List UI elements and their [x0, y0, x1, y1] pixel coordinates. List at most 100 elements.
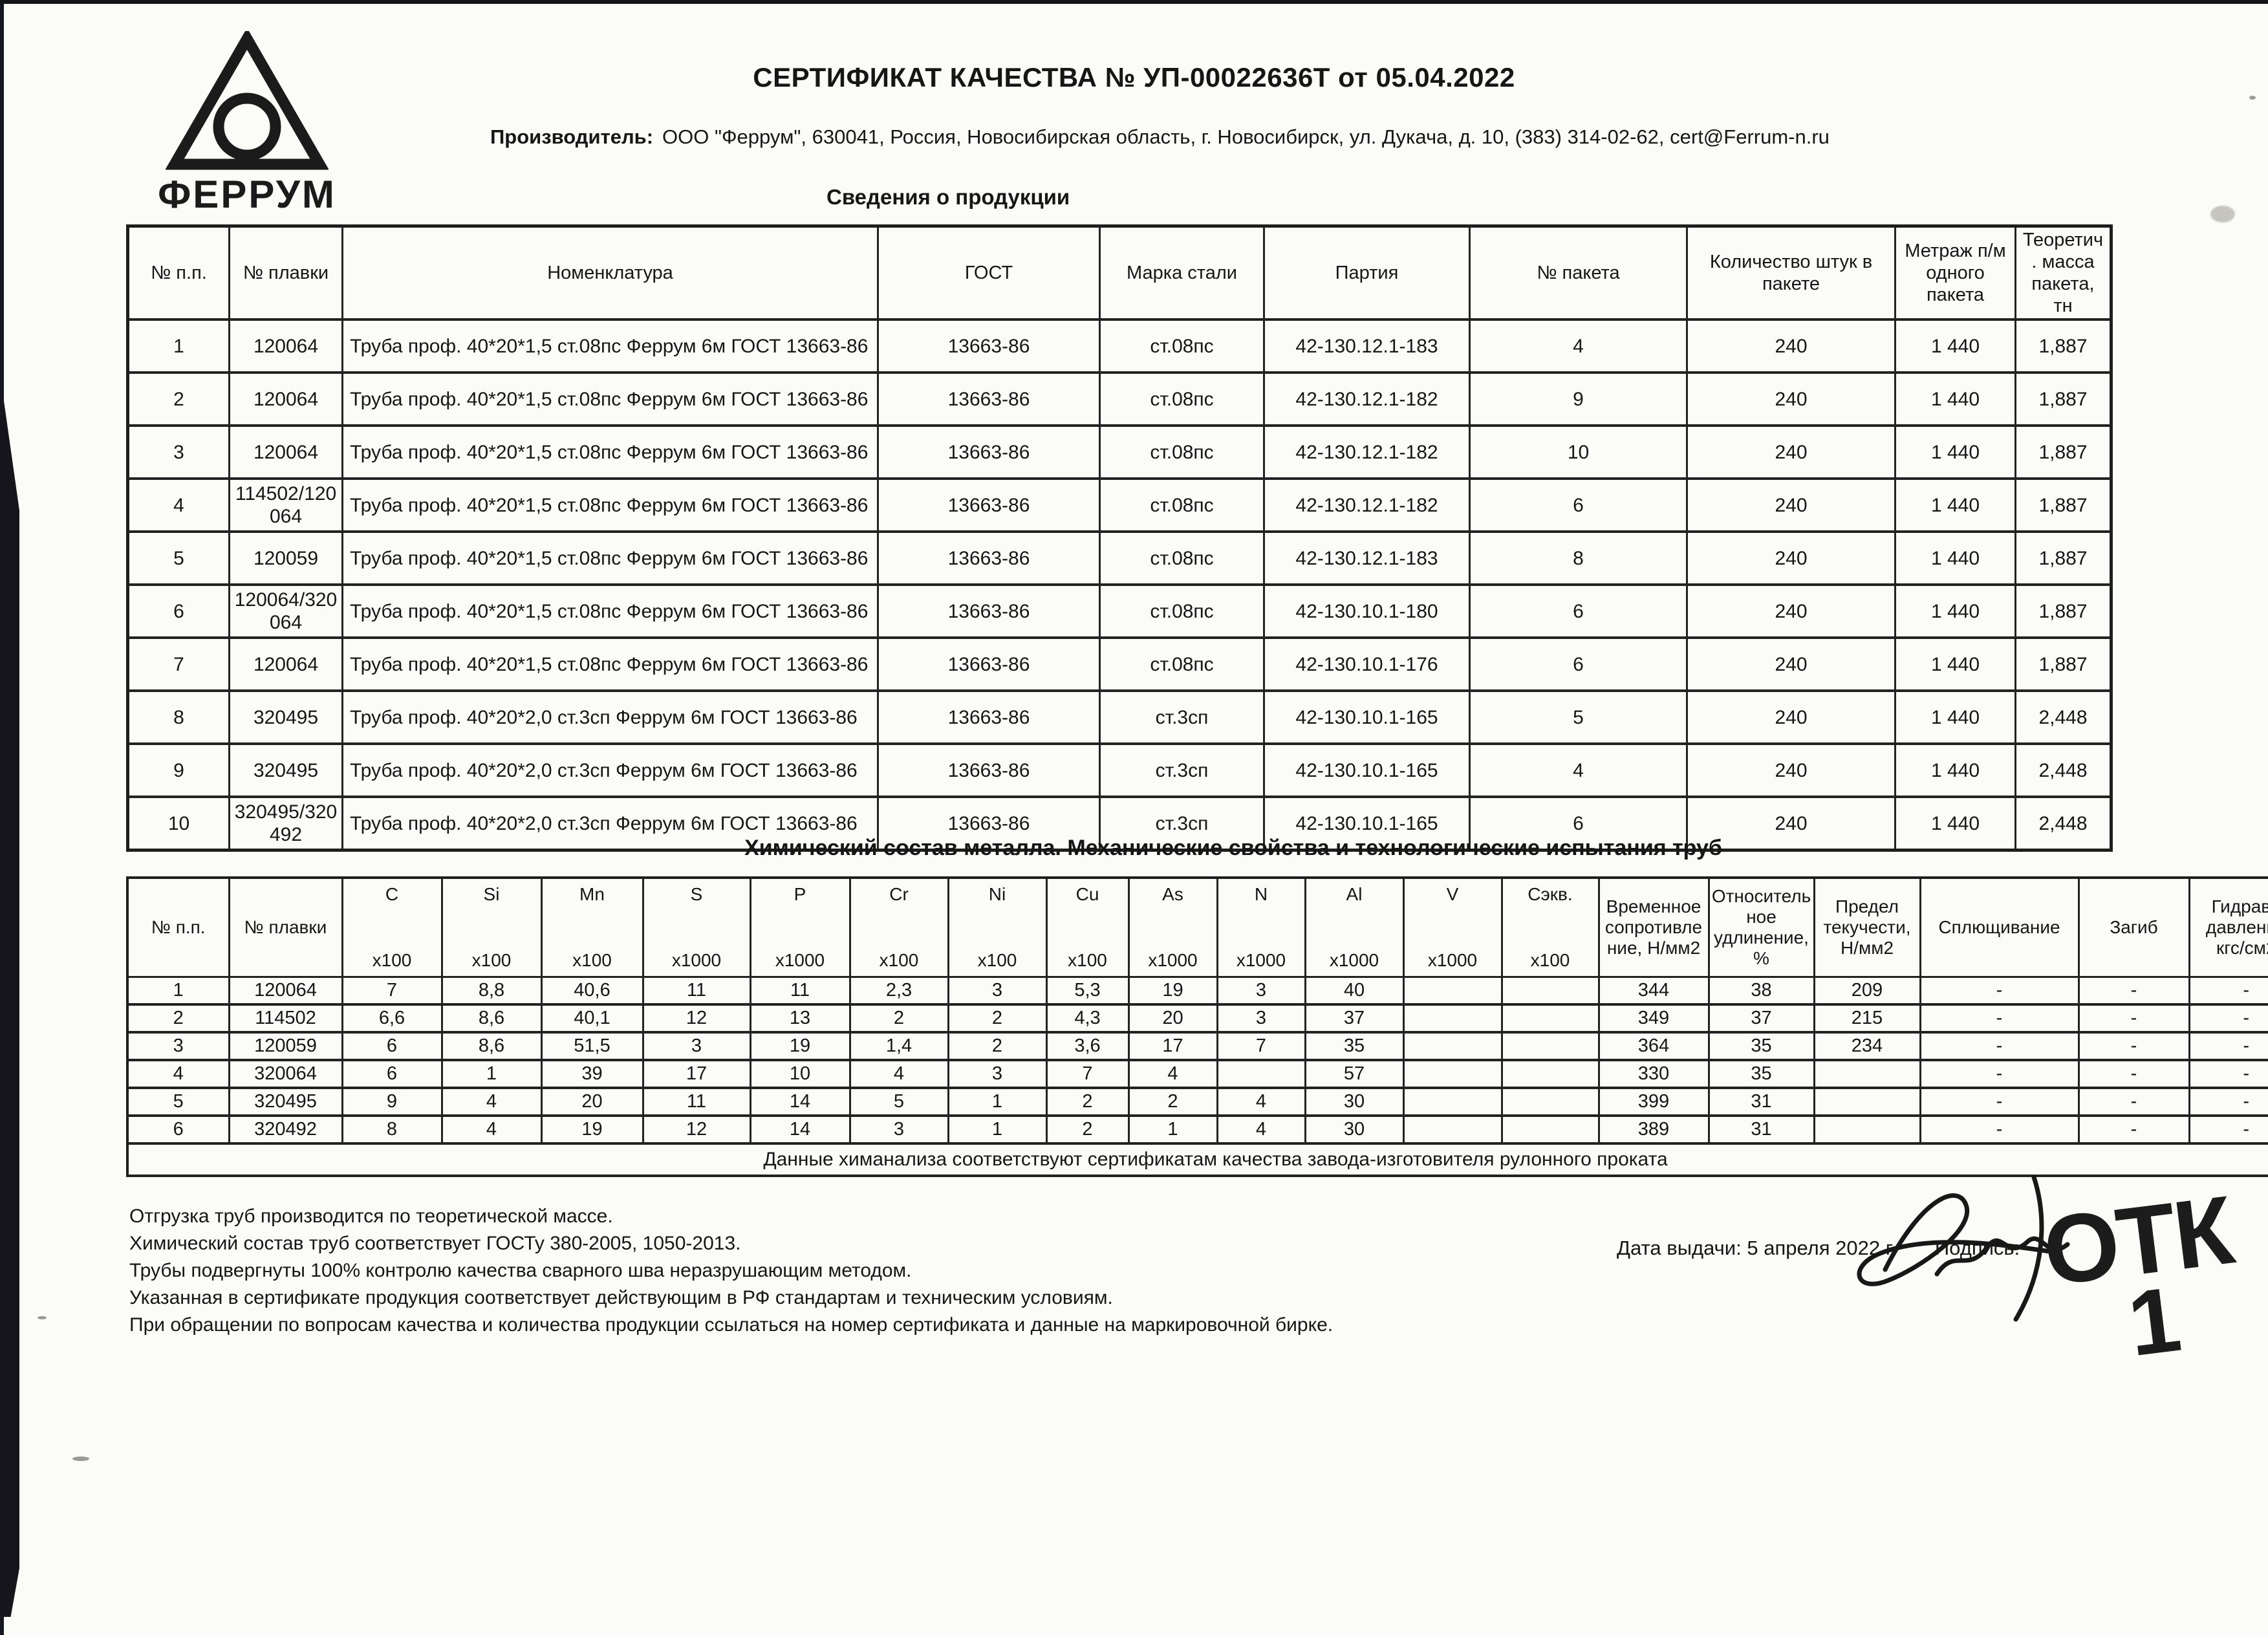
- cell: 35: [1304, 1031, 1405, 1061]
- cell: 20: [1127, 1003, 1218, 1034]
- cell: 330: [1597, 1059, 1710, 1089]
- cell: 3: [947, 976, 1048, 1006]
- cell: 31: [1707, 1087, 1815, 1117]
- cell: 120064: [228, 636, 343, 692]
- cell: ст.08пс: [1099, 636, 1265, 692]
- cell: 40: [1304, 976, 1405, 1006]
- products-table: № п.п. № плавки Номенклатура ГОСТ Марка стал…: [126, 224, 2113, 852]
- cell: ст.08пс: [1099, 371, 1265, 427]
- cell: 120064: [228, 976, 343, 1006]
- cell: 114502: [228, 1003, 343, 1034]
- cell: 2: [947, 1031, 1048, 1061]
- cell: 1 440: [1894, 742, 2016, 798]
- cell: 9: [1469, 371, 1688, 427]
- cell: 14: [749, 1114, 851, 1145]
- cell: 13663-86: [877, 689, 1101, 745]
- products-table-title: Сведения о продукции: [826, 185, 1070, 209]
- cell: 11: [642, 1087, 751, 1117]
- cell: [1402, 976, 1503, 1006]
- cell: 4: [1127, 1059, 1218, 1089]
- cell: Труба проф. 40*20*1,5 ст.08пс Феррум 6м …: [341, 424, 879, 480]
- cell: 1,4: [848, 1031, 949, 1061]
- cell: 320495: [228, 1087, 343, 1117]
- cell: 11: [749, 976, 851, 1006]
- cell: 120059: [228, 1031, 343, 1061]
- cell: 9: [341, 1087, 443, 1117]
- column-header: Сэкв. х100: [1500, 876, 1600, 978]
- cell: -: [2188, 1114, 2268, 1145]
- cell: 6: [1469, 636, 1688, 692]
- cell: 5: [1469, 689, 1688, 745]
- cell: 39: [540, 1059, 644, 1089]
- cell: 42-130.10.1-176: [1263, 636, 1471, 692]
- cell: ст.08пс: [1099, 583, 1265, 639]
- cell: 120059: [228, 530, 343, 586]
- cell: -: [2077, 1003, 2190, 1034]
- cell: 240: [1686, 636, 1896, 692]
- column-header: Al х1000: [1304, 876, 1405, 978]
- column-header: Предел текучести, Н/мм2: [1813, 876, 1921, 978]
- cell: -: [2188, 1059, 2268, 1089]
- cell: 1: [1127, 1114, 1218, 1145]
- cell: 6: [1469, 477, 1688, 533]
- cell: 4: [440, 1087, 543, 1117]
- scan-speck: [72, 1456, 89, 1461]
- cell: 7: [1216, 1031, 1306, 1061]
- cell: Труба проф. 40*20*1,5 ст.08пс Феррум 6м …: [341, 477, 879, 533]
- column-header: Загиб: [2077, 876, 2190, 978]
- note-line: При обращении по вопросам качества и кол…: [129, 1314, 1334, 1336]
- header-row: № п.п. № плавки Номенклатура ГОСТ Марка стал…: [127, 224, 2112, 321]
- table-row: 6 320492 8 4 19 12 14 3 1 2 1 4 30 389 31- - -: [126, 1114, 2268, 1145]
- manufacturer-label: Производитель:: [490, 125, 654, 148]
- cell: ст.3сп: [1099, 742, 1265, 798]
- cell: 234: [1813, 1031, 1921, 1061]
- cell: 17: [642, 1059, 751, 1089]
- cell: 6: [341, 1059, 443, 1089]
- cell: 1 440: [1894, 371, 2016, 427]
- cell: 4: [1216, 1114, 1306, 1145]
- cell: ст.08пс: [1099, 424, 1265, 480]
- cell: [1813, 1059, 1921, 1089]
- cell: 349: [1597, 1003, 1710, 1034]
- table-row: 8 320495 Труба проф. 40*20*2,0 ст.3сп Ферр…: [127, 689, 2112, 745]
- cell: 1,887: [2014, 530, 2112, 586]
- cell: 42-130.12.1-182: [1263, 424, 1471, 480]
- note-line: Указанная в сертификате продукция соотве…: [129, 1287, 1113, 1308]
- cell: 1,887: [2014, 424, 2112, 480]
- column-header: Si х100: [440, 876, 543, 978]
- cell: 2: [947, 1003, 1048, 1034]
- table-row: 4 114502/120064 Труба проф. 40*20*1,5 ст.0…: [127, 477, 2112, 533]
- cell: Труба проф. 40*20*1,5 ст.08пс Феррум 6м …: [341, 636, 879, 692]
- cell: 1 440: [1894, 583, 2016, 639]
- cell: 1,887: [2014, 318, 2112, 374]
- cell: 6,6: [341, 1003, 443, 1034]
- chem-table-foot: Данные химанализа соответствуют сертифик…: [126, 1142, 2268, 1177]
- cell: 13663-86: [877, 371, 1101, 427]
- cell: 3: [1216, 976, 1306, 1006]
- cell: 42-130.12.1-183: [1263, 530, 1471, 586]
- cell: 5: [848, 1087, 949, 1117]
- cell: 4: [440, 1114, 543, 1145]
- cell: [1402, 1114, 1503, 1145]
- cell: 2: [1045, 1114, 1130, 1145]
- table-row: 9 320495 Труба проф. 40*20*2,0 ст.3сп Ферр…: [127, 742, 2112, 798]
- cell: 1,887: [2014, 636, 2112, 692]
- column-header: Сплющивание: [1919, 876, 2080, 978]
- cell: 13: [749, 1003, 851, 1034]
- cell: 6: [126, 1114, 230, 1145]
- cell: 2,448: [2014, 689, 2112, 745]
- cell: [1402, 1031, 1503, 1061]
- cell: -: [2077, 976, 2190, 1006]
- cell: Труба проф. 40*20*1,5 ст.08пс Феррум 6м …: [341, 318, 879, 374]
- cell: ст.3сп: [1099, 796, 1265, 852]
- cell: 1 440: [1894, 636, 2016, 692]
- cell: 3: [947, 1059, 1048, 1089]
- cell: 13663-86: [877, 742, 1101, 798]
- table-row: 4 320064 6 1 39 17 10 4 3 7 4 57 330 35- - -: [126, 1059, 2268, 1089]
- table-row: 10 320495/320492 Труба проф. 40*20*2,0 ст.…: [127, 796, 2112, 852]
- cell: 35: [1707, 1031, 1815, 1061]
